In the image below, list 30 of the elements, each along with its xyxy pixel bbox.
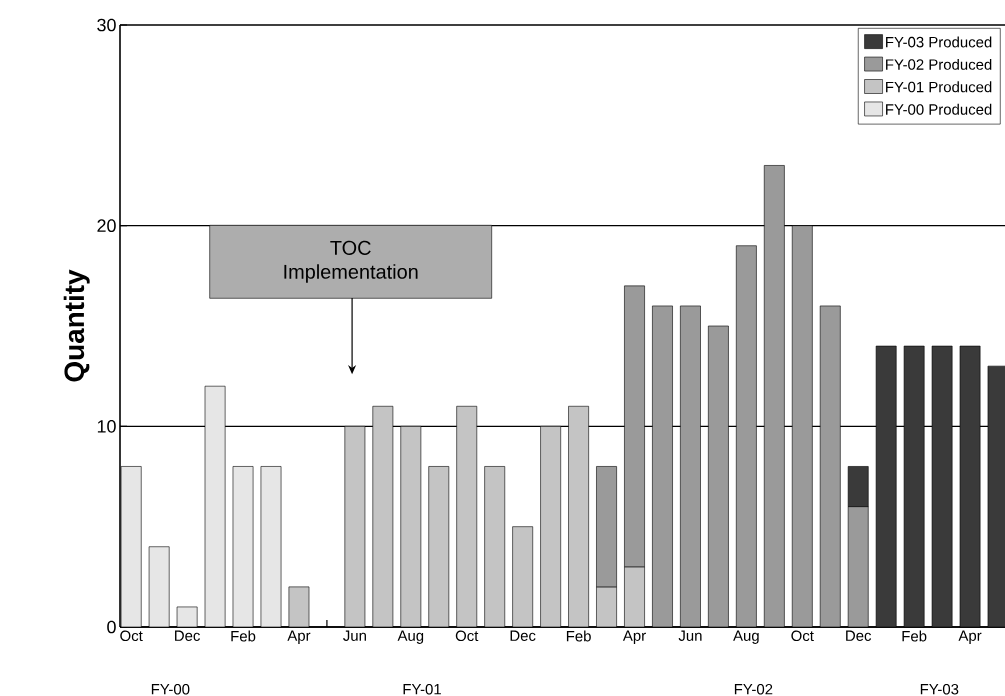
x-tick-label: Feb xyxy=(231,630,256,642)
y-tick-label: 30 xyxy=(97,18,116,32)
legend-label: FY-00 Produced xyxy=(886,103,992,115)
legend-label: FY-01 Produced xyxy=(886,81,992,93)
x-tick-label: Apr xyxy=(958,630,982,644)
text: FY-02 xyxy=(734,683,773,695)
x-tick-label: Jun xyxy=(343,630,366,641)
y-axis-title: Quantity xyxy=(63,269,90,382)
legend-label: FY-03 Produced xyxy=(886,36,992,48)
y-tick-label: 10 xyxy=(97,419,116,433)
x-tick-label: Dec xyxy=(846,630,872,641)
x-tick-label: Oct xyxy=(455,630,479,642)
x-tick-label: Apr xyxy=(622,630,646,644)
annotation: TOC Implementation xyxy=(284,240,418,283)
x-tick-label: Dec xyxy=(510,630,536,641)
y-tick-label: 20 xyxy=(97,219,116,233)
text: FY-00 xyxy=(151,683,190,695)
x-tick-label: Oct xyxy=(120,630,143,642)
x-tick-label: Aug xyxy=(733,630,759,644)
text: FY-03 xyxy=(920,683,959,695)
x-tick-label: Jun xyxy=(678,630,702,641)
y-tick-label: 0 xyxy=(107,620,116,634)
x-tick-label: Dec xyxy=(175,630,200,641)
x-tick-label: Feb xyxy=(566,630,591,642)
x-tick-label: Apr xyxy=(287,630,311,644)
x-tick-label: Oct xyxy=(791,630,814,642)
text: FY-01 xyxy=(403,683,441,695)
x-tick-label: Feb xyxy=(902,630,927,642)
x-tick-label: Aug xyxy=(397,630,424,644)
legend-label: FY-02 Produced xyxy=(886,58,992,70)
